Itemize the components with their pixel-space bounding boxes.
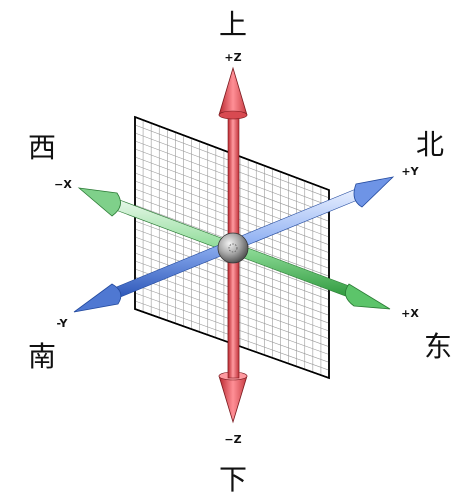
pos-z-arrowhead: [218, 66, 248, 119]
pos-x-label: +X: [401, 307, 419, 320]
neg-y-arrowhead: [73, 283, 122, 313]
pos-x-arrowhead: [345, 283, 391, 310]
direction-north-label: 北: [416, 128, 444, 161]
direction-west-label: 西: [28, 131, 56, 164]
neg-x-label: −X: [54, 178, 72, 191]
direction-south-label: 南: [28, 340, 56, 373]
pos-y-arrowhead: [353, 176, 395, 208]
z-axis-front-segment: [227, 257, 240, 379]
neg-y-label: -Y: [57, 317, 69, 330]
pos-y-label: +Y: [401, 165, 419, 178]
neg-x-arrowhead: [77, 187, 121, 217]
direction-east-label: 东: [424, 330, 452, 363]
neg-z-arrowhead: [218, 372, 248, 424]
direction-down-label: 下: [219, 463, 247, 496]
origin-sphere: [217, 232, 249, 264]
pos-z-label: +Z: [224, 51, 241, 64]
neg-z-label: −Z: [224, 433, 241, 446]
direction-up-label: 上: [219, 8, 247, 41]
